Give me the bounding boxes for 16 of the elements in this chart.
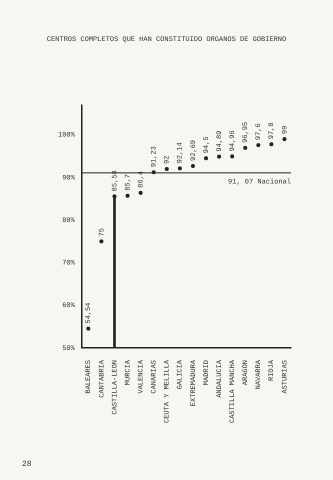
point bbox=[164, 166, 169, 171]
point bbox=[217, 154, 222, 159]
point bbox=[256, 143, 260, 148]
point bbox=[99, 239, 104, 244]
point bbox=[138, 190, 143, 195]
point bbox=[243, 146, 248, 150]
point bbox=[126, 194, 130, 198]
point bbox=[86, 326, 90, 331]
point bbox=[204, 156, 208, 160]
text: 28 bbox=[22, 460, 32, 469]
point bbox=[282, 137, 286, 142]
point bbox=[269, 142, 274, 146]
point bbox=[178, 166, 182, 170]
point bbox=[230, 154, 234, 158]
point bbox=[112, 194, 116, 198]
point bbox=[190, 164, 195, 168]
